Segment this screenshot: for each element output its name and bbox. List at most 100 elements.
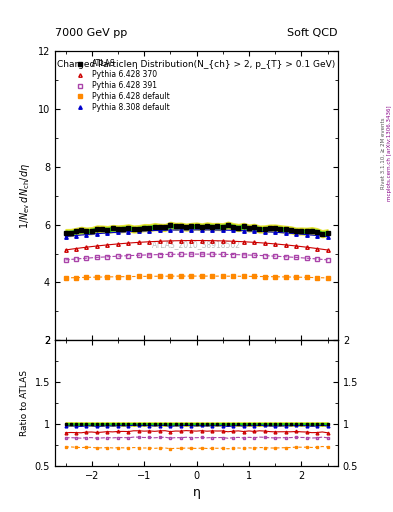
Pythia 6.428 391: [136, 252, 141, 258]
Text: mcplots.cern.ch [arXiv:1306.3436]: mcplots.cern.ch [arXiv:1306.3436]: [387, 106, 391, 201]
Pythia 6.428 default: [325, 275, 330, 281]
Pythia 8.308 default: [294, 230, 298, 237]
Pythia 6.428 391: [189, 251, 194, 257]
ATLAS: [226, 222, 230, 228]
Pythia 6.428 default: [220, 273, 225, 279]
Pythia 6.428 default: [126, 273, 131, 280]
Pythia 8.308 default: [210, 227, 215, 233]
Pythia 6.428 370: [304, 244, 309, 250]
Pythia 6.428 391: [294, 254, 298, 261]
Pythia 6.428 391: [241, 252, 246, 258]
Pythia 6.428 370: [189, 238, 194, 244]
X-axis label: η: η: [193, 486, 200, 499]
Pythia 6.428 370: [168, 238, 173, 244]
Pythia 6.428 370: [73, 245, 78, 251]
Line: Pythia 6.428 391: Pythia 6.428 391: [64, 252, 329, 262]
Pythia 8.308 default: [241, 228, 246, 234]
Pythia 6.428 370: [147, 239, 152, 245]
Pythia 8.308 default: [95, 230, 99, 237]
Pythia 6.428 default: [210, 273, 215, 279]
Y-axis label: $1/N_\mathrm{ev}\,dN_\mathrm{ch}/d\eta$: $1/N_\mathrm{ev}\,dN_\mathrm{ch}/d\eta$: [18, 163, 32, 229]
Pythia 6.428 default: [168, 273, 173, 279]
ATLAS: [63, 229, 68, 236]
Pythia 6.428 391: [158, 251, 162, 258]
Pythia 6.428 370: [178, 238, 183, 244]
Pythia 6.428 default: [315, 274, 320, 281]
Pythia 6.428 391: [116, 253, 120, 259]
Pythia 6.428 370: [136, 239, 141, 245]
Pythia 6.428 370: [84, 244, 89, 250]
Pythia 6.428 370: [315, 245, 320, 251]
Pythia 6.428 default: [199, 273, 204, 279]
Pythia 6.428 370: [199, 238, 204, 244]
Pythia 6.428 default: [273, 274, 277, 280]
Pythia 8.308 default: [315, 232, 320, 239]
Pythia 8.308 default: [304, 231, 309, 238]
Pythia 6.428 391: [304, 255, 309, 261]
Text: 7000 GeV pp: 7000 GeV pp: [55, 28, 127, 38]
Pythia 8.308 default: [262, 228, 267, 234]
Pythia 8.308 default: [220, 227, 225, 233]
Pythia 6.428 370: [252, 239, 257, 245]
Pythia 6.428 370: [262, 240, 267, 246]
Pythia 6.428 default: [178, 273, 183, 279]
Pythia 8.308 default: [252, 228, 257, 234]
Pythia 8.308 default: [136, 228, 141, 234]
Pythia 8.308 default: [273, 229, 277, 236]
Text: ATLAS_2010_S8918562: ATLAS_2010_S8918562: [152, 240, 241, 249]
ATLAS: [142, 224, 147, 230]
Line: Pythia 8.308 default: Pythia 8.308 default: [64, 228, 329, 238]
Pythia 6.428 default: [241, 273, 246, 280]
Pythia 6.428 391: [262, 252, 267, 259]
Pythia 6.428 391: [63, 257, 68, 263]
Text: Charged Particleη Distribution(N_{ch} > 2, p_{T} > 0.1 GeV): Charged Particleη Distribution(N_{ch} > …: [57, 60, 336, 69]
Pythia 6.428 391: [126, 252, 131, 259]
Pythia 6.428 default: [116, 274, 120, 280]
ATLAS: [257, 226, 262, 232]
Pythia 6.428 370: [63, 247, 68, 253]
Pythia 6.428 370: [220, 238, 225, 244]
ATLAS: [147, 225, 152, 231]
Pythia 6.428 370: [283, 242, 288, 248]
Pythia 8.308 default: [189, 227, 194, 233]
Pythia 8.308 default: [105, 230, 110, 236]
Pythia 6.428 default: [283, 274, 288, 280]
Pythia 6.428 391: [231, 251, 235, 258]
ATLAS: [325, 230, 330, 236]
ATLAS: [315, 228, 320, 234]
Pythia 6.428 default: [231, 273, 235, 279]
Pythia 6.428 default: [189, 273, 194, 279]
Line: Pythia 6.428 default: Pythia 6.428 default: [64, 274, 329, 280]
Text: Soft QCD: Soft QCD: [288, 28, 338, 38]
Pythia 6.428 391: [147, 252, 152, 258]
Pythia 6.428 default: [105, 274, 110, 280]
Pythia 6.428 370: [241, 239, 246, 245]
Y-axis label: Ratio to ATLAS: Ratio to ATLAS: [20, 370, 29, 436]
ATLAS: [121, 225, 125, 231]
Pythia 8.308 default: [126, 228, 131, 234]
Pythia 6.428 391: [105, 254, 110, 260]
ATLAS: [241, 223, 246, 229]
Pythia 8.308 default: [325, 233, 330, 240]
Pythia 6.428 391: [199, 251, 204, 257]
Pythia 6.428 370: [273, 241, 277, 247]
Pythia 6.428 391: [178, 251, 183, 257]
Pythia 6.428 370: [325, 247, 330, 253]
Pythia 6.428 default: [63, 275, 68, 281]
Pythia 8.308 default: [158, 227, 162, 233]
Pythia 6.428 default: [262, 273, 267, 280]
Pythia 6.428 391: [84, 255, 89, 261]
Pythia 6.428 391: [220, 251, 225, 258]
Pythia 6.428 370: [158, 238, 162, 244]
Pythia 6.428 391: [210, 251, 215, 257]
Pythia 6.428 391: [95, 254, 99, 261]
Pythia 6.428 370: [231, 238, 235, 244]
Pythia 6.428 391: [315, 256, 320, 262]
Pythia 8.308 default: [168, 227, 173, 233]
Pythia 6.428 default: [84, 274, 89, 281]
Pythia 6.428 default: [252, 273, 257, 280]
Pythia 8.308 default: [178, 227, 183, 233]
Pythia 6.428 391: [168, 251, 173, 258]
Pythia 6.428 370: [294, 243, 298, 249]
Pythia 8.308 default: [63, 233, 68, 240]
